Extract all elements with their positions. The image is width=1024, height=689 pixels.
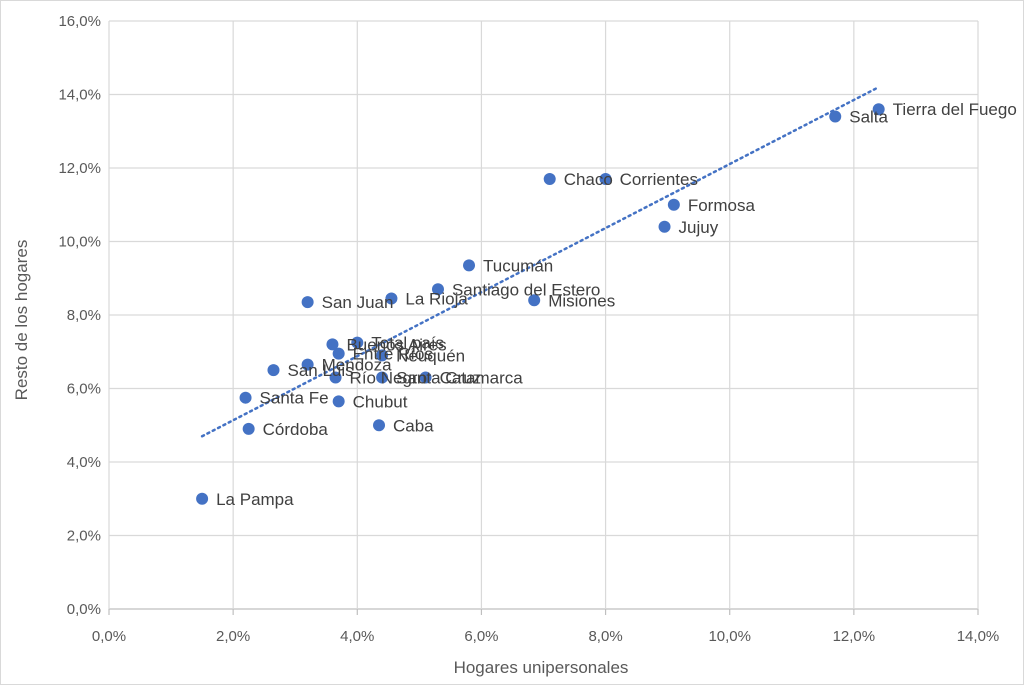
data-point — [658, 220, 671, 233]
point-label: Tucumán — [483, 256, 553, 275]
y-tick-label: 12,0% — [58, 160, 101, 177]
point-label: Buenos Aires — [346, 335, 446, 354]
point-label: Santiago del Estero — [452, 280, 600, 299]
trendline-layer — [200, 85, 880, 438]
x-tick-label: 2,0% — [216, 628, 250, 645]
data-point — [196, 492, 209, 505]
x-tick-label: 8,0% — [588, 628, 622, 645]
point-label: Neuquén — [396, 346, 465, 365]
point-label: Total país — [371, 334, 444, 353]
data-point — [463, 259, 476, 272]
point-label: Córdoba — [263, 420, 329, 439]
y-tick-label: 6,0% — [67, 381, 101, 398]
data-point — [599, 173, 612, 186]
points-layer — [196, 103, 885, 505]
y-tick-label: 14,0% — [58, 87, 101, 104]
point-label: Jujuy — [679, 218, 719, 237]
data-point — [329, 371, 342, 384]
trendline — [200, 85, 880, 438]
point-label: Caba — [393, 416, 434, 435]
data-point — [301, 296, 314, 309]
data-point — [385, 292, 398, 305]
data-point — [351, 336, 364, 349]
y-tick-label: 4,0% — [67, 454, 101, 471]
data-point — [301, 358, 314, 371]
data-point — [267, 364, 280, 377]
point-label: Salta — [849, 108, 888, 127]
x-tick-label: 12,0% — [833, 628, 876, 645]
point-label: Santa Fe — [260, 389, 329, 408]
y-tick-label: 16,0% — [58, 13, 101, 30]
data-point — [332, 347, 345, 360]
data-point — [326, 338, 339, 351]
point-label: La Pampa — [216, 490, 294, 509]
point-label: Corrientes — [620, 170, 698, 189]
data-point — [239, 391, 252, 404]
x-axis-title: Hogares unipersonales — [454, 658, 629, 677]
point-label: Tierra del Fuego — [893, 100, 1017, 119]
point-label: San Juan — [322, 293, 394, 312]
point-label: La Rioja — [405, 289, 468, 308]
point-label: Catamarca — [440, 368, 524, 387]
point-label: San Luis — [287, 361, 353, 380]
data-point — [543, 173, 556, 186]
data-point — [667, 198, 680, 211]
data-point — [376, 349, 389, 362]
x-tick-label: 4,0% — [340, 628, 374, 645]
point-label: Río Negro — [350, 368, 427, 387]
point-label: Misiones — [548, 291, 615, 310]
data-point — [242, 422, 255, 435]
x-tick-label: 14,0% — [957, 628, 1000, 645]
x-tick-label: 0,0% — [92, 628, 126, 645]
data-point — [829, 110, 842, 123]
point-labels-layer: Tierra del Fuego Salta Chaco Corrientes Form… — [216, 100, 1017, 509]
tick-layer: 0,0% 2,0% 4,0% 6,0% 8,0% 10,0% 12,0% 14,0% 16,0%… — [58, 13, 999, 645]
point-label: Formosa — [688, 196, 756, 215]
data-point — [376, 371, 389, 384]
y-axis-title: Resto de los hogares — [12, 240, 31, 401]
data-point — [528, 294, 541, 307]
x-tick-label: 10,0% — [708, 628, 751, 645]
point-label: Entre Ríos — [353, 345, 433, 364]
point-label: Chubut — [353, 392, 408, 411]
y-tick-label: 8,0% — [67, 307, 101, 324]
data-point — [419, 371, 432, 384]
y-tick-label: 2,0% — [67, 528, 101, 545]
point-label: Santa Cruz — [396, 368, 481, 387]
point-label: Mendoza — [322, 356, 392, 375]
x-tick-label: 6,0% — [464, 628, 498, 645]
y-tick-label: 10,0% — [58, 234, 101, 251]
point-label: Chaco — [564, 170, 613, 189]
data-point — [872, 103, 885, 116]
data-point — [373, 419, 386, 432]
y-tick-label: 0,0% — [67, 601, 101, 618]
data-point — [431, 283, 444, 296]
grid-layer — [108, 20, 979, 615]
data-point — [332, 395, 345, 408]
